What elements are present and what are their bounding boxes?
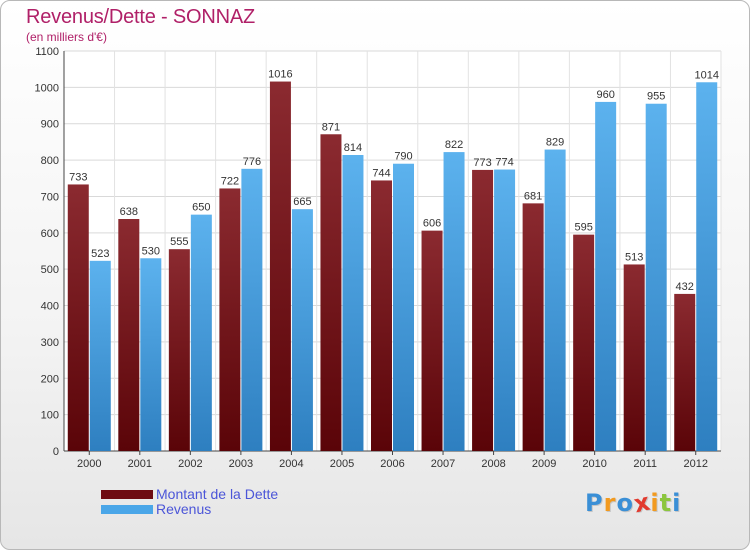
- grid: [63, 50, 722, 452]
- x-tick-label: 2006: [380, 458, 404, 470]
- x-tick-label: 2001: [128, 458, 152, 470]
- data-label-revenus: 1014: [694, 69, 718, 81]
- y-tick-label: 400: [41, 301, 59, 313]
- bar-revenus: [645, 103, 667, 452]
- logo-letter: o: [616, 489, 634, 517]
- x-tick-label: 2005: [330, 458, 354, 470]
- data-label-dette: 606: [423, 218, 441, 230]
- x-tick-label: 2010: [582, 458, 606, 470]
- bar-dette: [118, 219, 140, 451]
- data-label-dette: 555: [170, 236, 188, 248]
- data-label-dette: 871: [322, 121, 340, 133]
- y-tick-label: 900: [41, 119, 59, 131]
- y-tick-label: 300: [41, 337, 59, 349]
- bar-dette: [371, 180, 392, 452]
- logo-letter: t: [659, 489, 673, 517]
- bar-dette: [219, 188, 241, 452]
- bar-revenus: [544, 149, 566, 451]
- data-label-revenus: 829: [546, 137, 564, 149]
- proxiti-logo: Proxiti: [585, 488, 682, 519]
- bars: [67, 81, 718, 452]
- x-tick-label: 2007: [431, 458, 455, 470]
- data-label-dette: 773: [473, 157, 491, 169]
- legend-swatch-revenus: [101, 505, 153, 514]
- y-tick-label: 500: [41, 264, 59, 276]
- logo-letter: i: [672, 489, 682, 517]
- x-tick-label: 2011: [633, 458, 657, 470]
- bar-revenus: [696, 82, 718, 451]
- bar-revenus: [190, 214, 212, 451]
- legend-label-dette: Montant de la Dette: [156, 486, 279, 502]
- bar-revenus: [494, 169, 516, 451]
- x-tick-label: 2000: [77, 458, 101, 470]
- bar-revenus: [89, 260, 111, 451]
- bar-revenus: [595, 101, 617, 451]
- x-tick-label: 2002: [178, 458, 202, 470]
- data-label-dette: 432: [676, 281, 694, 293]
- y-tick-label: 600: [41, 228, 59, 240]
- bar-revenus: [241, 168, 263, 451]
- logo-letter: r: [603, 489, 617, 517]
- logo-letter: P: [585, 489, 604, 517]
- bar-revenus: [393, 163, 414, 451]
- data-label-revenus: 955: [647, 91, 665, 103]
- y-tick-label: 800: [41, 155, 59, 167]
- data-label-dette: 681: [524, 190, 542, 202]
- bar-dette: [674, 293, 696, 451]
- bar-revenus: [443, 152, 465, 451]
- data-label-revenus: 790: [394, 151, 412, 163]
- data-label-dette: 722: [221, 175, 239, 187]
- data-label-dette: 595: [574, 222, 592, 234]
- bar-dette: [573, 234, 595, 451]
- bar-revenus: [342, 155, 364, 451]
- legend-swatch-dette: [101, 490, 153, 499]
- data-label-revenus: 530: [142, 245, 160, 257]
- y-tick-label: 0: [53, 446, 59, 458]
- data-label-dette: 1016: [268, 69, 292, 81]
- bar-dette: [67, 184, 89, 452]
- data-label-dette: 733: [69, 171, 87, 183]
- x-tick-label: 2008: [481, 458, 505, 470]
- y-tick-label: 1000: [35, 82, 59, 94]
- data-label-revenus: 665: [293, 196, 311, 208]
- data-label-dette: 744: [372, 167, 390, 179]
- bar-dette: [522, 203, 544, 451]
- y-tick-label: 700: [41, 191, 59, 203]
- bar-dette: [421, 230, 443, 451]
- data-label-dette: 638: [120, 206, 138, 218]
- plot-background: [64, 51, 721, 451]
- data-label-revenus: 650: [192, 202, 210, 214]
- data-label-revenus: 776: [243, 156, 261, 168]
- bar-dette: [472, 169, 494, 451]
- x-tick-label: 2009: [532, 458, 556, 470]
- y-tick-label: 100: [41, 410, 59, 422]
- legend-label-revenus: Revenus: [156, 501, 212, 517]
- bar-revenus: [291, 209, 313, 451]
- y-tick-label: 200: [41, 373, 59, 385]
- y-tick-label: 1100: [35, 46, 59, 58]
- axes: 0 100 200 300 400 500 600 700 800 900 1000 1100 2000…: [35, 46, 721, 470]
- data-label-revenus: 960: [596, 89, 614, 101]
- chart-subtitle: (en milliers d'€): [26, 30, 107, 44]
- bar-dette: [623, 264, 645, 451]
- logo-letter: i: [650, 489, 660, 517]
- data-label-revenus: 822: [445, 139, 463, 151]
- bar-dette: [320, 134, 342, 452]
- bar-dette: [269, 81, 291, 451]
- data-label-revenus: 814: [344, 142, 362, 154]
- x-tick-label: 2012: [683, 458, 707, 470]
- chart-title: Revenus/Dette - SONNAZ: [26, 6, 256, 28]
- data-label-dette: 513: [625, 251, 643, 263]
- bar-revenus: [140, 258, 162, 451]
- x-tick-label: 2003: [229, 458, 253, 470]
- data-labels: 733 523 638 530 555 650 722 776 1016 665 871 814 744…: [69, 69, 719, 293]
- data-label-revenus: 523: [91, 248, 109, 260]
- x-tick-label: 2004: [279, 458, 303, 470]
- bar-dette: [168, 249, 190, 451]
- data-label-revenus: 774: [495, 157, 513, 169]
